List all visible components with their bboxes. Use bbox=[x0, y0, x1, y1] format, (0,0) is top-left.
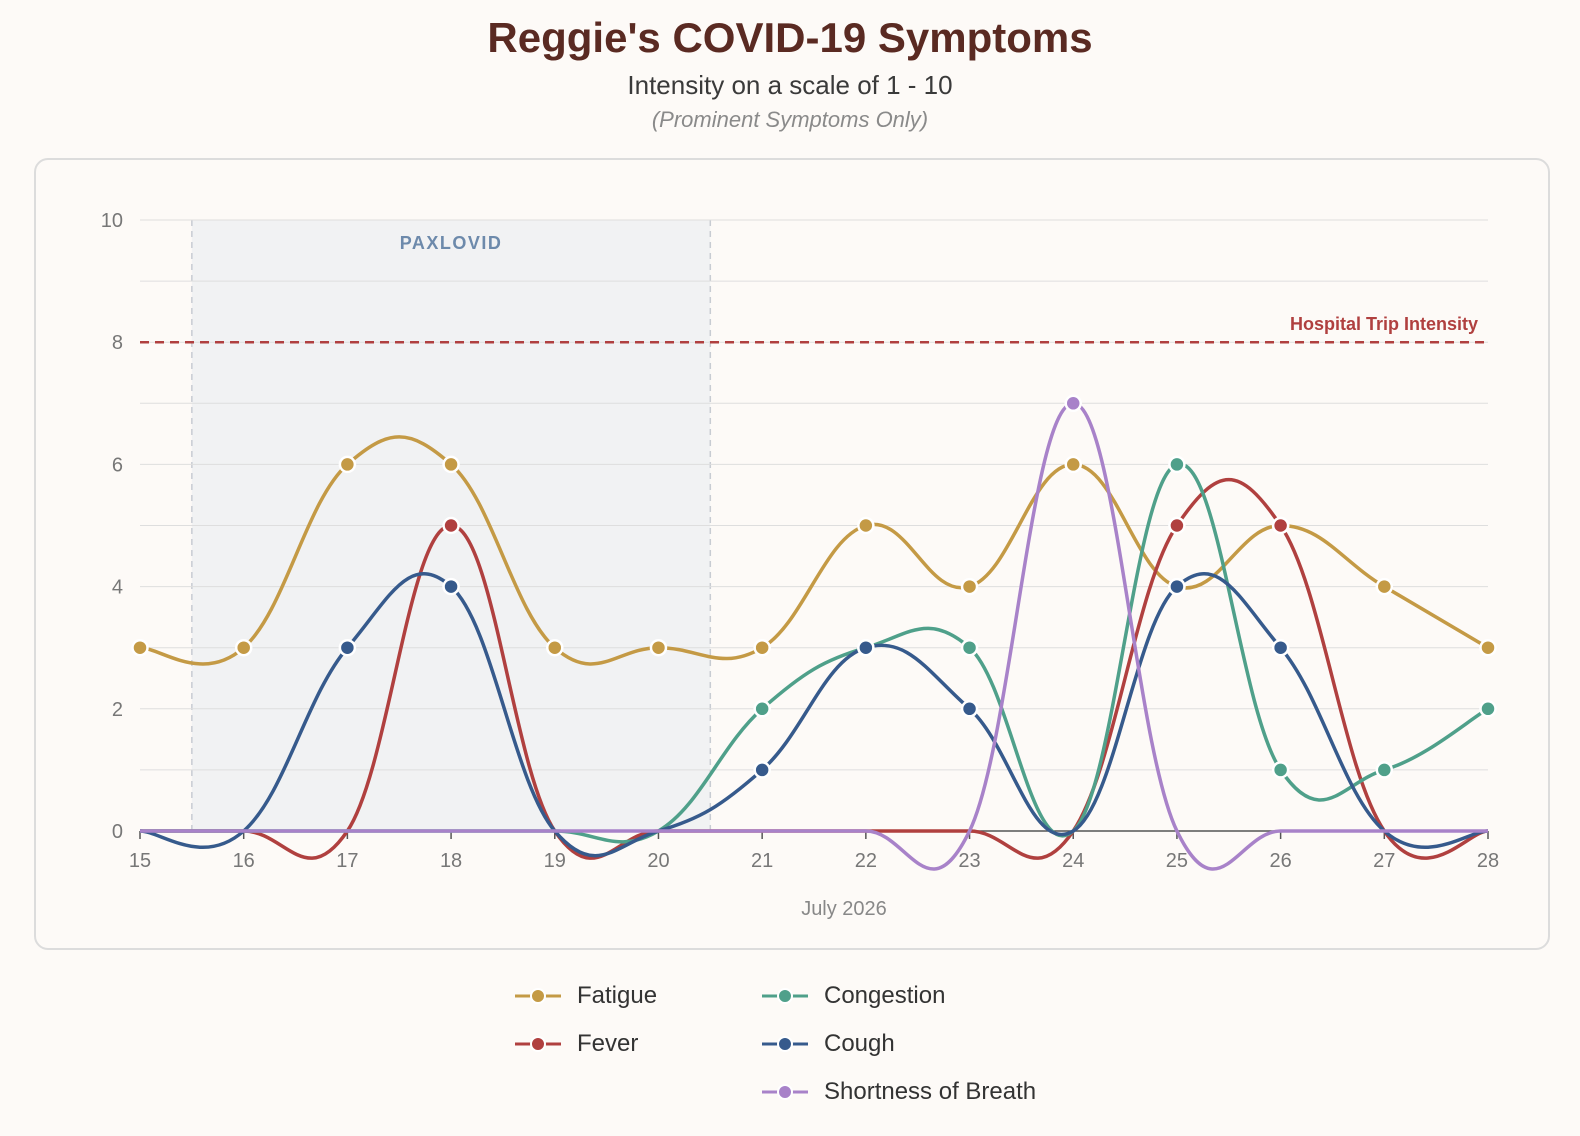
x-axis-label: July 2026 bbox=[801, 898, 887, 920]
y-tick-label: 4 bbox=[112, 577, 123, 599]
x-tick-label: 25 bbox=[1166, 850, 1188, 872]
data-point-fatigue bbox=[546, 638, 564, 657]
legend-label-fatigue: Fatigue bbox=[577, 982, 658, 1009]
legend-item-fatigue[interactable]: Fatigue bbox=[515, 980, 657, 1012]
y-tick-label: 2 bbox=[112, 699, 123, 721]
data-point-fatigue bbox=[338, 455, 357, 474]
data-point-cough bbox=[1271, 638, 1290, 657]
x-tick-label: 20 bbox=[647, 850, 669, 872]
data-point-fatigue bbox=[857, 516, 875, 535]
chart-title: Reggie's COVID-19 Symptoms bbox=[487, 14, 1093, 61]
x-tick-label: 24 bbox=[1062, 850, 1084, 872]
data-point-fatigue bbox=[131, 638, 149, 657]
y-tick-label: 8 bbox=[112, 332, 123, 354]
data-point-fever bbox=[1271, 516, 1290, 535]
legend-item-shortness-of-breath[interactable]: Shortness of Breath bbox=[762, 1076, 1036, 1108]
data-point-fever bbox=[1168, 516, 1186, 535]
data-point-congestion bbox=[1168, 455, 1186, 474]
y-tick-label: 6 bbox=[112, 454, 123, 476]
hospital-threshold-label: Hospital Trip Intensity bbox=[1290, 314, 1478, 334]
legend-item-congestion[interactable]: Congestion bbox=[762, 980, 945, 1012]
x-tick-label: 17 bbox=[336, 850, 358, 872]
legend-marker-fatigue bbox=[515, 988, 561, 1004]
x-tick-label: 16 bbox=[233, 850, 255, 872]
data-point-fatigue bbox=[442, 455, 460, 474]
series-line-fatigue bbox=[139, 435, 1489, 666]
data-point-cough bbox=[960, 700, 979, 718]
data-point-cough bbox=[753, 761, 771, 779]
x-tick-label: 18 bbox=[440, 850, 462, 872]
x-tick-label: 21 bbox=[751, 850, 773, 872]
x-tick-label: 22 bbox=[855, 850, 877, 872]
legend-label-cough: Cough bbox=[824, 1030, 895, 1057]
data-point-congestion bbox=[960, 638, 979, 657]
series-line-cough bbox=[139, 572, 1489, 858]
data-point-shortness-of-breath bbox=[1064, 394, 1082, 413]
x-tick-label: 27 bbox=[1373, 850, 1395, 872]
data-point-fatigue bbox=[753, 638, 771, 657]
legend-marker-congestion bbox=[762, 988, 808, 1004]
data-point-fatigue bbox=[1064, 455, 1082, 474]
data-point-fever bbox=[442, 516, 460, 535]
y-tick-label: 10 bbox=[101, 210, 123, 232]
data-point-congestion bbox=[1479, 700, 1497, 718]
data-point-cough bbox=[1168, 577, 1186, 596]
y-tick-label: 0 bbox=[112, 821, 123, 843]
x-tick-label: 19 bbox=[544, 850, 566, 872]
legend-label-shortness-of-breath: Shortness of Breath bbox=[824, 1078, 1037, 1105]
data-point-congestion bbox=[753, 700, 771, 718]
data-point-fatigue bbox=[234, 638, 253, 657]
legend-label-congestion: Congestion bbox=[824, 982, 946, 1009]
chart-subtitle: Intensity on a scale of 1 - 10 bbox=[627, 70, 953, 100]
data-point-fatigue bbox=[1479, 638, 1497, 657]
data-point-fatigue bbox=[960, 577, 979, 596]
data-point-congestion bbox=[1375, 761, 1394, 779]
x-tick-label: 28 bbox=[1477, 850, 1499, 872]
paxlovid-band-label: PAXLOVID bbox=[400, 233, 503, 253]
legend-label-fever: Fever bbox=[577, 1030, 639, 1057]
data-point-congestion bbox=[1271, 761, 1290, 779]
chart-note: (Prominent Symptoms Only) bbox=[651, 107, 929, 132]
x-tick-label: 23 bbox=[958, 850, 980, 872]
data-point-cough bbox=[442, 577, 460, 596]
x-tick-label: 15 bbox=[129, 850, 151, 872]
legend-marker-cough bbox=[762, 1036, 808, 1052]
series-line-shortness-of-breath bbox=[140, 401, 1489, 871]
data-point-fatigue bbox=[1375, 577, 1394, 596]
legend-marker-fever bbox=[515, 1036, 561, 1052]
legend-item-cough[interactable]: Cough bbox=[762, 1028, 895, 1060]
data-point-cough bbox=[338, 638, 357, 657]
legend: Fatigue Fever Congestion Cough Shortness… bbox=[515, 980, 1115, 1130]
legend-item-fever[interactable]: Fever bbox=[515, 1028, 638, 1060]
legend-marker-shortness-of-breath bbox=[762, 1084, 808, 1100]
x-tick-label: 26 bbox=[1269, 850, 1291, 872]
data-point-cough bbox=[857, 638, 875, 657]
data-point-fatigue bbox=[649, 638, 668, 657]
